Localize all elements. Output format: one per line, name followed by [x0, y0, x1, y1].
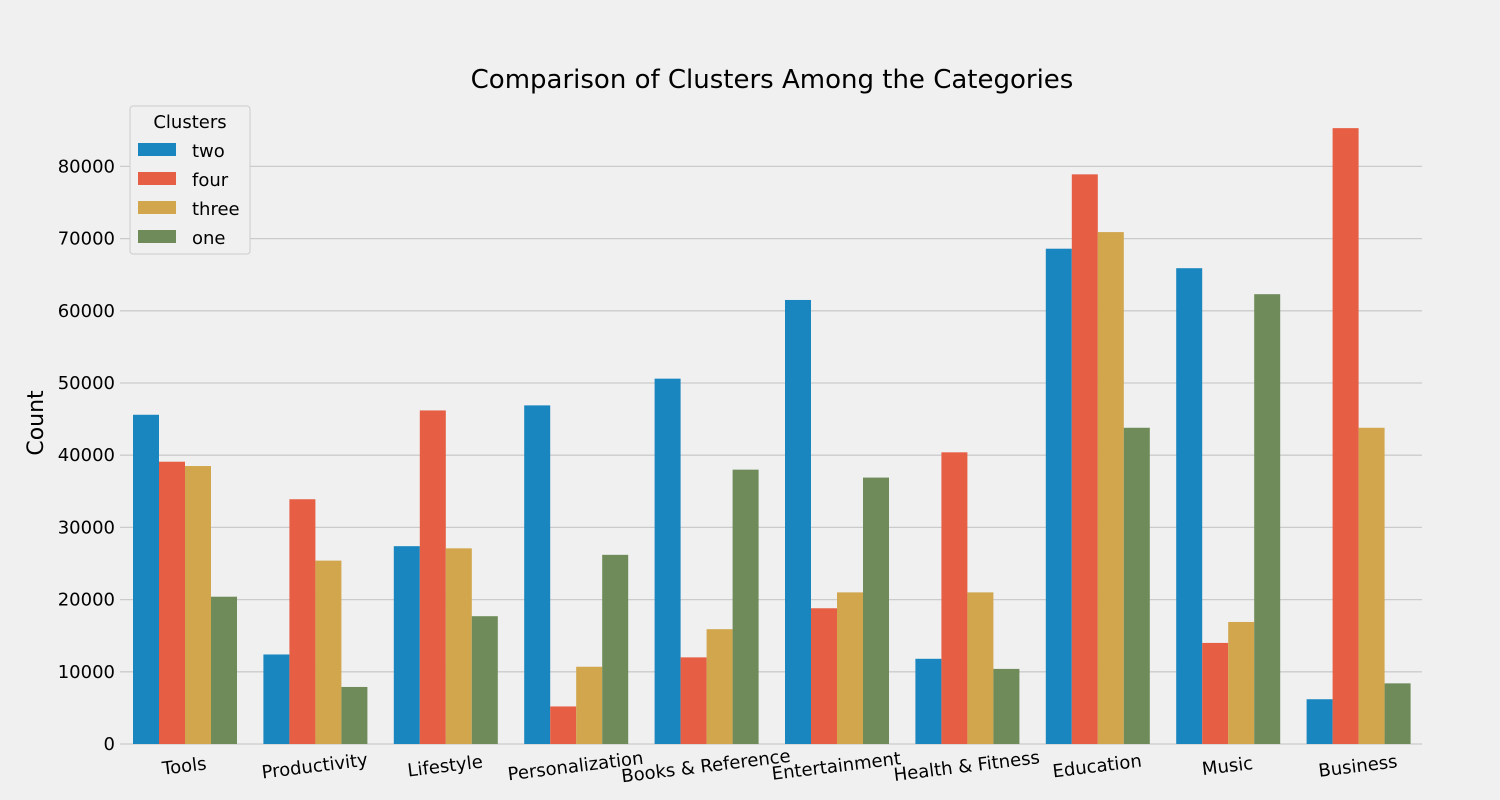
bar-three-2 — [445, 548, 472, 744]
legend-label-two: two — [192, 141, 225, 162]
bar-four-2 — [419, 410, 446, 744]
legend-label-one: one — [192, 228, 226, 249]
bar-two-1 — [263, 654, 290, 744]
bar-one-9 — [1384, 683, 1411, 744]
bar-two-0 — [133, 414, 159, 744]
bar-two-3 — [524, 405, 551, 744]
bar-one-6 — [993, 668, 1020, 744]
bar-two-8 — [1176, 268, 1203, 744]
y-tick-label: 40000 — [58, 445, 115, 466]
bar-three-5 — [837, 592, 863, 744]
bar-one-4 — [732, 469, 759, 744]
bar-three-3 — [576, 666, 603, 744]
bar-one-1 — [341, 686, 368, 744]
x-tick-label: Entertainment — [771, 748, 902, 785]
x-tick-label: Business — [1317, 751, 1398, 782]
bar-four-0 — [159, 461, 185, 744]
legend-swatch-two — [138, 143, 176, 156]
bar-four-4 — [680, 657, 707, 744]
y-tick-label: 10000 — [58, 662, 115, 683]
bar-one-8 — [1254, 294, 1281, 744]
legend-title: Clusters — [153, 112, 226, 133]
y-tick-label: 20000 — [58, 590, 115, 611]
bars — [133, 128, 1411, 745]
y-tick-label: 50000 — [58, 373, 115, 394]
x-tick-label: Productivity — [260, 750, 369, 784]
bar-two-6 — [915, 658, 942, 744]
legend-label-three: three — [192, 199, 240, 220]
bar-four-1 — [289, 499, 316, 744]
bar-two-4 — [654, 378, 681, 744]
bar-three-7 — [1097, 232, 1124, 745]
x-tick-label: Tools — [160, 753, 208, 779]
bar-three-8 — [1228, 621, 1255, 744]
bar-four-8 — [1202, 642, 1229, 744]
chart-title: Comparison of Clusters Among the Categor… — [471, 65, 1074, 95]
bar-three-9 — [1358, 427, 1385, 744]
y-tick-label: 60000 — [58, 301, 115, 322]
legend-swatch-three — [138, 201, 176, 214]
legend-label-four: four — [192, 170, 229, 191]
bar-two-9 — [1306, 699, 1333, 744]
y-tick-label: 0 — [104, 734, 115, 755]
bar-four-6 — [941, 452, 968, 744]
legend-swatch-four — [138, 172, 176, 185]
y-tick-label: 70000 — [58, 229, 115, 250]
y-tick-label: 30000 — [58, 517, 115, 538]
bar-three-1 — [315, 560, 342, 744]
bar-three-6 — [967, 592, 994, 744]
legend: Clusters two four three one — [129, 105, 251, 255]
x-tick-label: Lifestyle — [406, 752, 484, 782]
y-axis-label: Count — [24, 390, 49, 456]
bar-four-7 — [1071, 174, 1098, 745]
bar-one-5 — [863, 477, 889, 744]
x-tick-label: Books & Reference — [620, 746, 792, 788]
x-tick-label: Health & Fitness — [893, 747, 1041, 786]
bar-one-7 — [1123, 427, 1150, 744]
bar-one-3 — [602, 554, 629, 744]
bar-four-5 — [811, 608, 837, 744]
legend-items: two four three one — [138, 141, 240, 249]
y-tick-labels: 0 10000 20000 30000 40000 50000 60000 70000 8000… — [58, 156, 115, 755]
bar-two-5 — [785, 299, 811, 744]
bar-four-9 — [1332, 128, 1359, 744]
bar-two-2 — [393, 546, 420, 744]
bar-three-4 — [706, 629, 733, 744]
bar-two-7 — [1045, 248, 1072, 744]
bar-one-0 — [211, 596, 237, 744]
bar-one-2 — [471, 616, 498, 744]
x-tick-label: Music — [1201, 753, 1254, 780]
y-tick-label: 80000 — [58, 156, 115, 177]
bar-three-0 — [185, 466, 211, 744]
x-tick-label: Education — [1051, 751, 1143, 783]
legend-swatch-one — [138, 230, 176, 243]
x-tick-labels: Tools Productivity Lifestyle Personalizatio… — [160, 746, 1399, 788]
bar-four-3 — [550, 706, 577, 744]
